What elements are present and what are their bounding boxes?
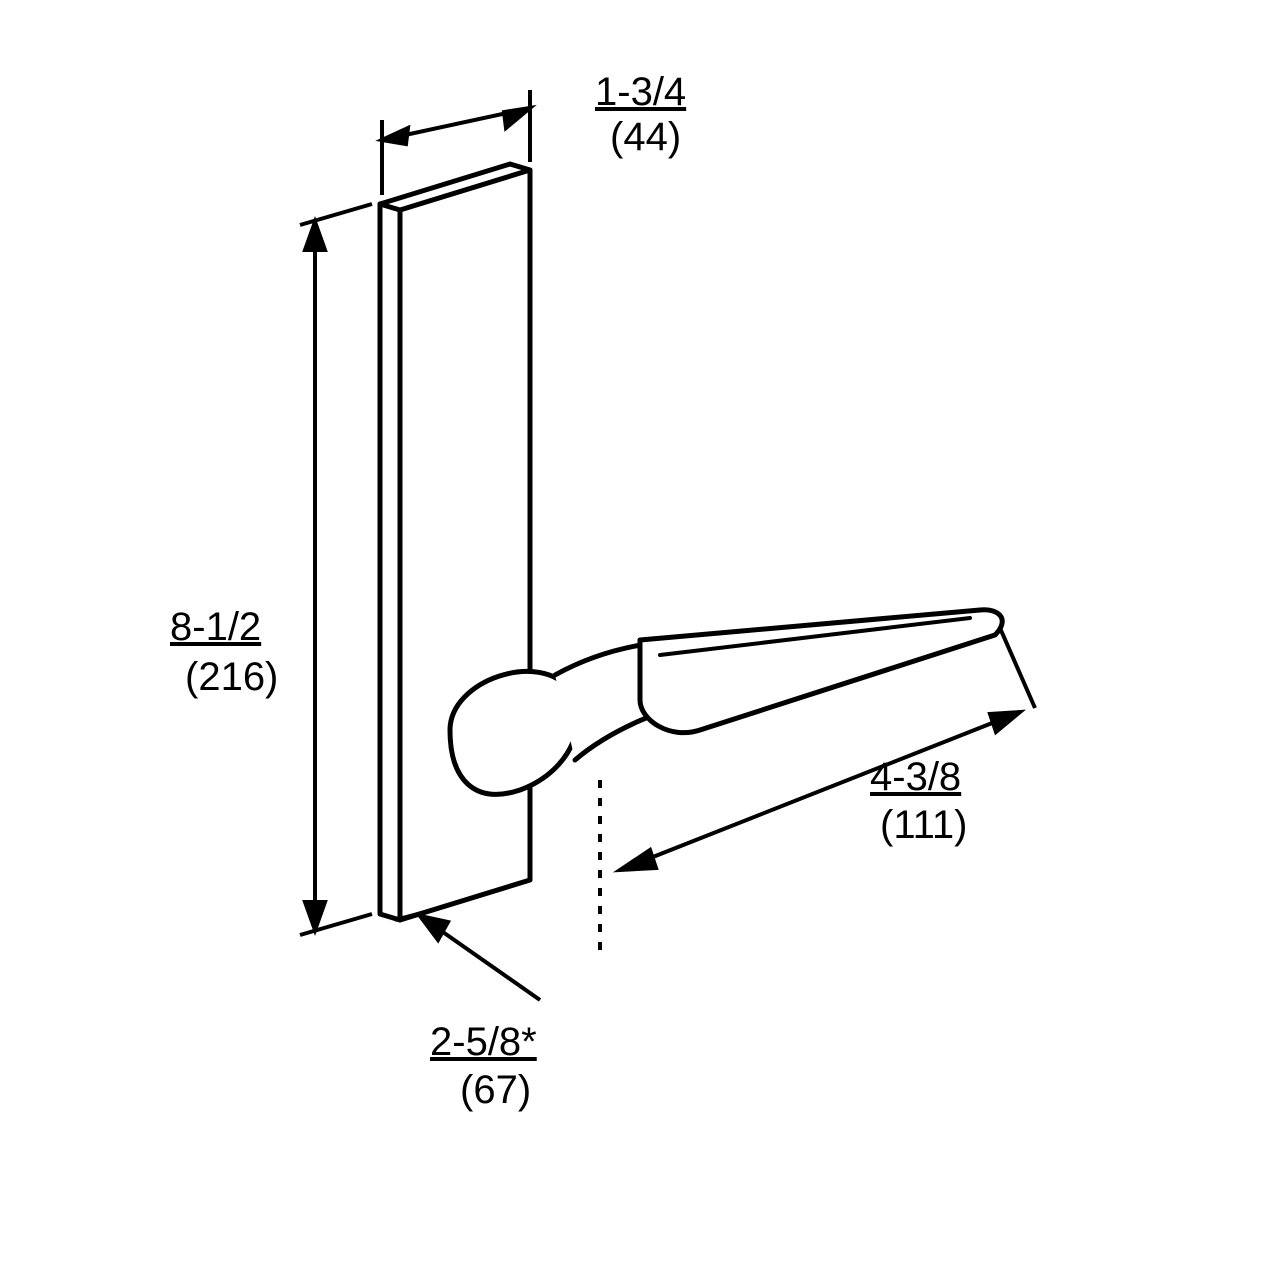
dim-lever-to-bottom-label: 2-5/8* (67) xyxy=(430,1020,548,1112)
dim-lever-length-metric: (111) xyxy=(880,803,967,847)
dim-lever-to-bottom-imperial: 2-5/8* xyxy=(430,1020,537,1064)
escutcheon-plate xyxy=(380,164,530,920)
dim-plate-height-imperial: 8-1/2 xyxy=(170,605,261,649)
dim-plate-height-metric: (216) xyxy=(185,655,278,699)
dim-lever-to-bottom-metric: (67) xyxy=(460,1068,531,1112)
dim-lever-to-bottom xyxy=(395,908,540,1000)
dim-plate-height-label: 8-1/2 (216) xyxy=(170,605,278,699)
dim-plate-width-imperial: 1-3/4 xyxy=(595,70,686,114)
dim-plate-width-metric: (44) xyxy=(610,115,681,159)
dimension-diagram: 1-3/4 (44) 8-1/2 (216) 4-3/8 (111) xyxy=(0,0,1280,1280)
dim-lever-length-label: 4-3/8 (111) xyxy=(870,755,972,847)
dim-plate-width-label: 1-3/4 (44) xyxy=(595,70,697,159)
dim-lever-length-imperial: 4-3/8 xyxy=(870,755,961,799)
dim-plate-height xyxy=(300,204,372,935)
